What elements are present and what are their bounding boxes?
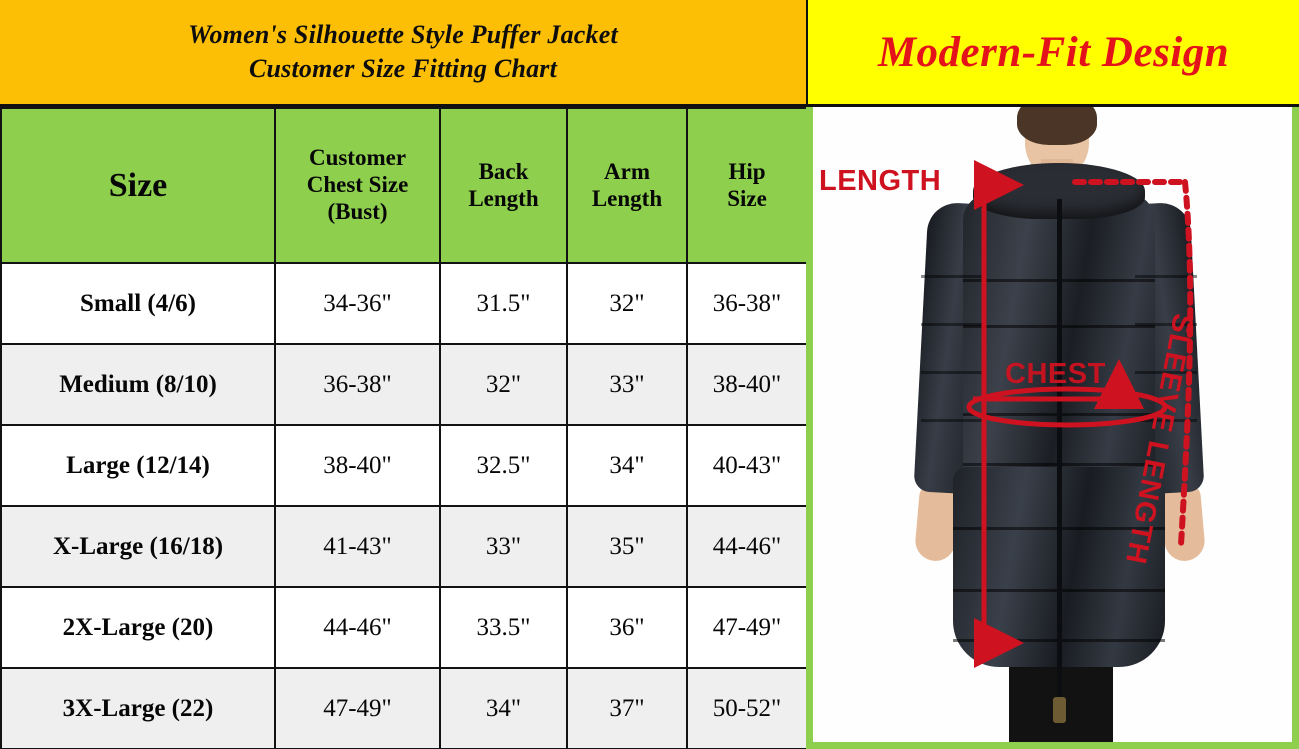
cell-back: 33" <box>439 505 568 588</box>
sleeve-quilt-seam <box>921 323 983 326</box>
table-row: 3X-Large (22) 47-49" 34" 37" 50-52" <box>0 667 808 749</box>
column-header-arm-line-1: Arm <box>604 158 650 184</box>
product-photo-panel: Modern-Fit Design <box>806 0 1299 749</box>
cell-back: 32.5" <box>439 424 568 507</box>
column-header-hip-line-1: Hip <box>728 158 766 184</box>
design-banner-text: Modern-Fit Design <box>877 28 1230 76</box>
length-annotation-label: LENGTH <box>819 165 942 197</box>
zipper-pull <box>1053 697 1066 723</box>
cell-hip: 38-40" <box>686 343 808 426</box>
column-header-size: Size <box>0 107 276 264</box>
cell-back: 31.5" <box>439 262 568 345</box>
sleeve-quilt-seam <box>1135 323 1197 326</box>
cell-chest: 36-38" <box>274 343 441 426</box>
cell-back: 33.5" <box>439 586 568 669</box>
sleeve-quilt-seam <box>1135 275 1197 278</box>
cell-size: Small (4/6) <box>0 262 276 345</box>
chart-title-banner: Women's Silhouette Style Puffer Jacket C… <box>0 0 806 107</box>
column-header-hip-line-2: Size <box>727 185 767 211</box>
table-row: Large (12/14) 38-40" 32.5" 34" 40-43" <box>0 424 808 507</box>
column-header-chest-line-2: Chest Size <box>306 172 409 198</box>
table-row: 2X-Large (20) 44-46" 33.5" 36" 47-49" <box>0 586 808 669</box>
cell-size: X-Large (16/18) <box>0 505 276 588</box>
column-header-chest: Customer Chest Size (Bust) <box>274 107 441 264</box>
column-header-back-line-2: Length <box>468 185 539 211</box>
cell-hip: 44-46" <box>686 505 808 588</box>
cell-chest: 44-46" <box>274 586 441 669</box>
column-header-arm-length: Arm Length <box>566 107 688 264</box>
cell-arm: 36" <box>566 586 688 669</box>
size-fitting-table: Size Customer Chest Size (Bust) Back Len… <box>0 107 808 749</box>
cell-chest: 41-43" <box>274 505 441 588</box>
cell-hip: 36-38" <box>686 262 808 345</box>
cell-chest: 38-40" <box>274 424 441 507</box>
model-hair <box>1017 107 1097 145</box>
chart-title-line-2: Customer Size Fitting Chart <box>248 54 558 83</box>
column-header-size-label: Size <box>108 166 168 204</box>
sleeve-quilt-seam <box>921 275 983 278</box>
table-header: Size Customer Chest Size (Bust) Back Len… <box>0 107 808 264</box>
cell-arm: 35" <box>566 505 688 588</box>
cell-hip: 40-43" <box>686 424 808 507</box>
cell-chest: 47-49" <box>274 667 441 749</box>
design-banner: Modern-Fit Design <box>806 0 1299 107</box>
cell-size: Medium (8/10) <box>0 343 276 426</box>
jacket-zipper <box>1057 199 1062 709</box>
cell-arm: 34" <box>566 424 688 507</box>
table-row: X-Large (16/18) 41-43" 33" 35" 44-46" <box>0 505 808 588</box>
jacket-photo: LENGTH CHEST SLEEVE LENGTH <box>813 107 1292 742</box>
table-row: Small (4/6) 34-36" 31.5" 32" 36-38" <box>0 262 808 345</box>
column-header-back-line-1: Back <box>478 158 529 184</box>
cell-arm: 37" <box>566 667 688 749</box>
cell-arm: 33" <box>566 343 688 426</box>
cell-chest: 34-36" <box>274 262 441 345</box>
cell-back: 32" <box>439 343 568 426</box>
column-header-chest-line-3: (Bust) <box>327 198 388 224</box>
model-hand-right <box>1159 483 1207 563</box>
cell-hip: 50-52" <box>686 667 808 749</box>
size-chart-panel: Women's Silhouette Style Puffer Jacket C… <box>0 0 808 749</box>
table-body: Small (4/6) 34-36" 31.5" 32" 36-38" Medium (8… <box>0 262 808 749</box>
chart-title-line-1: Women's Silhouette Style Puffer Jacket <box>188 20 618 50</box>
jacket-photo-frame: LENGTH CHEST SLEEVE LENGTH <box>806 107 1299 749</box>
cell-size: 3X-Large (22) <box>0 667 276 749</box>
cell-size: 2X-Large (20) <box>0 586 276 669</box>
column-header-chest-line-1: Customer <box>308 145 407 171</box>
column-header-hip-size: Hip Size <box>686 107 808 264</box>
sleeve-quilt-seam <box>921 419 983 422</box>
column-header-arm-line-2: Length <box>591 185 663 211</box>
table-row: Medium (8/10) 36-38" 32" 33" 38-40" <box>0 343 808 426</box>
chest-annotation-label: CHEST <box>1005 358 1106 390</box>
cell-size: Large (12/14) <box>0 424 276 507</box>
sleeve-quilt-seam <box>1135 371 1197 374</box>
cell-back: 34" <box>439 667 568 749</box>
sleeve-quilt-seam <box>921 371 983 374</box>
column-header-back-length: Back Length <box>439 107 568 264</box>
cell-arm: 32" <box>566 262 688 345</box>
table-header-row: Size Customer Chest Size (Bust) Back Len… <box>0 107 808 264</box>
cell-hip: 47-49" <box>686 586 808 669</box>
